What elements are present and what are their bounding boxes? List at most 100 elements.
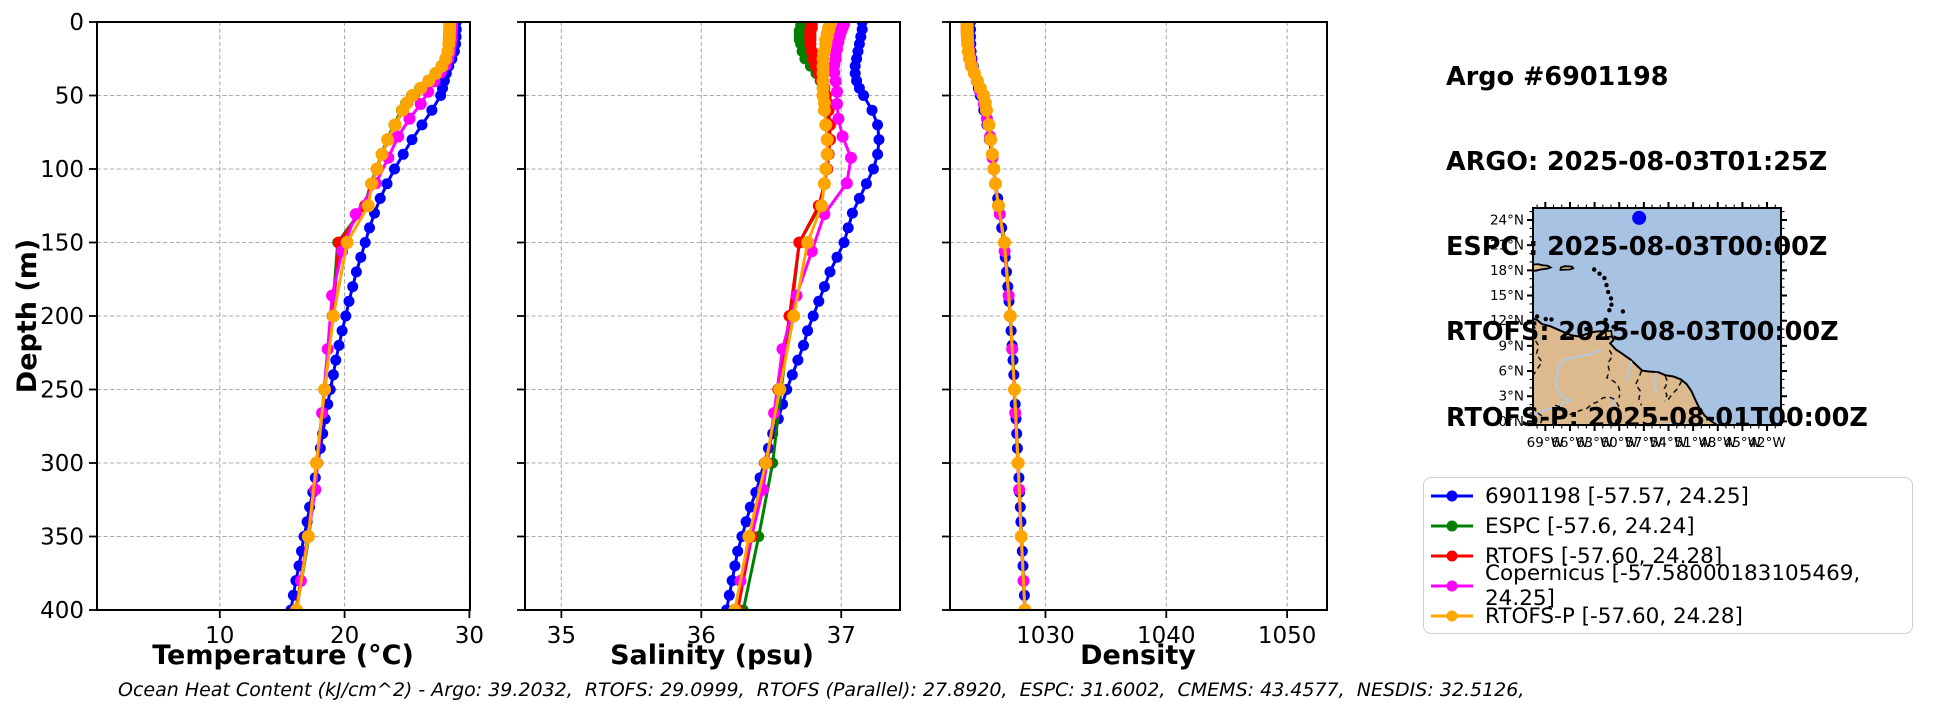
data-point bbox=[361, 199, 375, 213]
data-point bbox=[340, 236, 354, 249]
series-Copernicus bbox=[734, 22, 857, 587]
float-location-marker bbox=[1632, 210, 1647, 225]
data-point bbox=[807, 310, 819, 322]
small-island bbox=[1611, 324, 1616, 330]
data-point bbox=[820, 133, 834, 147]
run-info-line: ARGO: 2025-08-03T01:25Z bbox=[1446, 147, 1828, 178]
density-panel: 1030 1040 1050 bbox=[942, 21, 1328, 649]
data-point bbox=[359, 237, 371, 248]
ohc-footer: Ocean Heat Content (kJ/cm^2) - Argo: 39.… bbox=[118, 679, 1525, 701]
data-point bbox=[742, 530, 756, 543]
country-border bbox=[1555, 396, 1621, 424]
map-longitude-label: 42°W bbox=[1748, 435, 1785, 451]
data-point bbox=[364, 222, 375, 234]
data-point bbox=[728, 603, 742, 610]
legend-entry: Copernicus [-57.58000183105469, 24.25] bbox=[1430, 561, 1912, 611]
series-Copernicus bbox=[294, 22, 458, 587]
data-point bbox=[831, 251, 843, 263]
series-RTOFS-P bbox=[728, 22, 837, 610]
run-info-line: ESPC : 2025-08-03T00:00Z bbox=[1446, 232, 1828, 263]
x-tick-label: 10 bbox=[205, 623, 234, 649]
data-point bbox=[985, 147, 999, 161]
data-point bbox=[842, 222, 854, 234]
data-point bbox=[326, 289, 339, 302]
depth-tick-label: 150 bbox=[40, 231, 84, 257]
small-island bbox=[1584, 326, 1589, 332]
data-point bbox=[872, 119, 884, 131]
map-latitude-label: 3°N bbox=[1499, 389, 1524, 405]
data-point bbox=[340, 310, 352, 322]
data-point bbox=[787, 309, 801, 323]
small-island bbox=[1534, 314, 1540, 319]
data-point bbox=[333, 339, 345, 351]
data-point bbox=[786, 369, 798, 381]
data-point bbox=[860, 178, 872, 190]
legend-entry-label: RTOFS [-57.60, 24.28] bbox=[1485, 543, 1723, 569]
small-island bbox=[1602, 275, 1607, 281]
data-point bbox=[817, 177, 831, 191]
data-point bbox=[838, 237, 850, 248]
map-longitude-label: 63°W bbox=[1576, 435, 1613, 451]
data-point bbox=[992, 199, 1005, 213]
data-point bbox=[845, 151, 857, 164]
legend-entry: ESPC [-57.6, 24.24] bbox=[1430, 511, 1912, 541]
country-border bbox=[1537, 412, 1545, 424]
small-island bbox=[1597, 271, 1602, 276]
small-island bbox=[1591, 267, 1597, 272]
small-island bbox=[1603, 317, 1608, 323]
map-latitude-label: 0°N bbox=[1499, 414, 1524, 430]
small-island bbox=[1607, 308, 1612, 313]
data-point bbox=[829, 75, 842, 88]
data-point bbox=[370, 162, 384, 176]
data-point bbox=[388, 118, 402, 132]
south-america-landmass bbox=[1533, 317, 1719, 425]
map-latitude-label: 21°N bbox=[1490, 238, 1524, 254]
legend-box: 6901198 [-57.57, 24.25] ESPC [-57.6, 24.2… bbox=[1423, 477, 1913, 634]
data-point bbox=[374, 192, 386, 204]
data-point bbox=[732, 545, 744, 557]
data-point bbox=[836, 130, 849, 143]
data-point bbox=[740, 516, 752, 528]
data-point bbox=[831, 98, 843, 110]
location-map: 69°W66°W63°W60°W57°W54°W51°W48°W45°W42°W… bbox=[1490, 202, 1787, 451]
temperature-axis-label: Temperature (°C) bbox=[152, 640, 414, 671]
small-island bbox=[1543, 316, 1548, 322]
hispaniola-island bbox=[1533, 263, 1553, 272]
x-tick-label: 35 bbox=[547, 623, 576, 649]
data-point bbox=[406, 134, 418, 146]
map-latitude-label: 18°N bbox=[1490, 263, 1524, 279]
data-point bbox=[301, 530, 315, 543]
depth-tick-label: 50 bbox=[55, 84, 84, 110]
data-point bbox=[723, 589, 735, 601]
map-longitude-label: 60°W bbox=[1601, 435, 1638, 451]
data-point bbox=[873, 134, 885, 146]
legend-entry: 6901198 [-57.57, 24.25] bbox=[1430, 481, 1912, 511]
data-point bbox=[416, 119, 428, 131]
map-latitude-label: 15°N bbox=[1490, 288, 1524, 304]
map-longitude-label: 45°W bbox=[1724, 435, 1761, 451]
map-longitude-label: 54°W bbox=[1650, 435, 1687, 451]
small-island bbox=[1609, 302, 1614, 307]
data-point bbox=[858, 90, 870, 101]
legend-entry: RTOFS [-57.60, 24.28] bbox=[1430, 541, 1912, 571]
data-point bbox=[744, 501, 756, 513]
data-point bbox=[330, 354, 342, 366]
x-tick-label: 36 bbox=[687, 623, 716, 649]
data-point bbox=[824, 266, 836, 278]
salinity-axis-label: Salinity (psu) bbox=[610, 640, 814, 671]
data-point bbox=[840, 177, 853, 190]
legend-entry-label: ESPC [-57.6, 24.24] bbox=[1485, 513, 1695, 539]
country-border bbox=[1533, 323, 1543, 376]
data-point bbox=[389, 163, 400, 175]
map-longitude-label: 51°W bbox=[1674, 435, 1711, 451]
data-point bbox=[396, 103, 410, 117]
data-point bbox=[290, 603, 303, 610]
depth-tick-label: 350 bbox=[40, 525, 84, 551]
x-tick-label: 30 bbox=[455, 623, 484, 649]
depth-axis-label: Depth (m) bbox=[12, 239, 43, 393]
legend-line-marker-sample bbox=[1431, 550, 1473, 562]
depth-tick-label: 0 bbox=[69, 10, 84, 36]
data-point bbox=[397, 148, 409, 160]
